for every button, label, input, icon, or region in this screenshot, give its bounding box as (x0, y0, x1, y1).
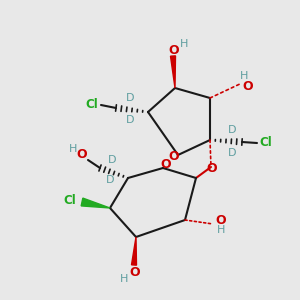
Text: O: O (77, 148, 87, 161)
Text: H: H (180, 39, 188, 49)
Text: O: O (243, 80, 253, 94)
Text: Cl: Cl (64, 194, 76, 206)
Text: Cl: Cl (85, 98, 98, 110)
Text: D: D (228, 148, 236, 158)
Text: O: O (215, 214, 226, 227)
Polygon shape (81, 198, 110, 208)
Text: O: O (130, 266, 140, 278)
Text: O: O (207, 163, 217, 176)
Text: D: D (228, 125, 236, 135)
Text: O: O (161, 158, 171, 170)
Polygon shape (131, 237, 136, 265)
Text: H: H (69, 144, 77, 154)
Text: D: D (126, 93, 134, 103)
Text: Cl: Cl (260, 136, 272, 148)
Text: D: D (106, 175, 114, 185)
Polygon shape (170, 56, 175, 88)
Text: D: D (108, 155, 116, 165)
Text: H: H (217, 225, 225, 235)
Text: D: D (126, 115, 134, 125)
Text: H: H (240, 71, 248, 81)
Text: O: O (169, 44, 179, 56)
Text: O: O (169, 151, 179, 164)
Text: H: H (120, 274, 128, 284)
